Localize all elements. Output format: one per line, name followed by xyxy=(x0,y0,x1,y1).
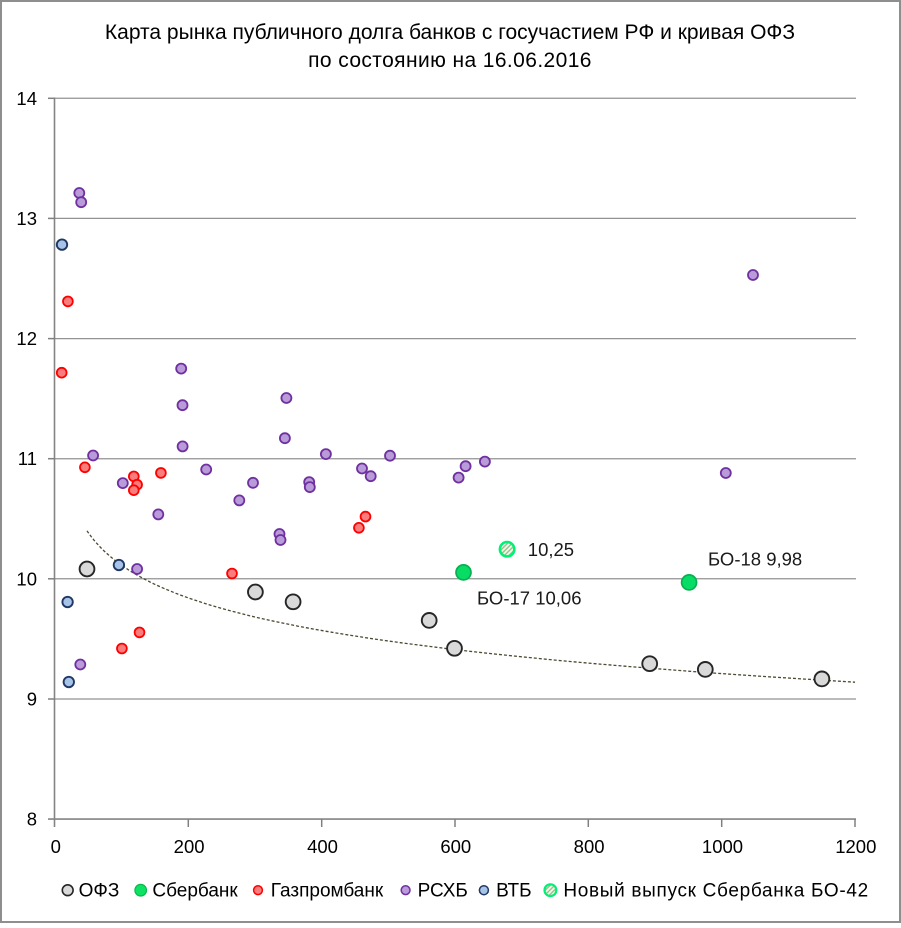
svg-text:600: 600 xyxy=(440,836,471,857)
svg-text:Газпромбанк: Газпромбанк xyxy=(271,880,384,901)
svg-text:0: 0 xyxy=(51,836,61,857)
svg-text:ВТБ: ВТБ xyxy=(496,880,531,901)
svg-text:14: 14 xyxy=(16,88,37,109)
svg-text:БО-17 10,06: БО-17 10,06 xyxy=(477,588,582,609)
svg-text:13: 13 xyxy=(16,208,37,229)
svg-text:БО-18 9,98: БО-18 9,98 xyxy=(708,549,802,570)
svg-text:12: 12 xyxy=(16,328,37,349)
svg-text:1000: 1000 xyxy=(702,836,743,857)
svg-text:10: 10 xyxy=(16,568,37,589)
svg-text:10,25: 10,25 xyxy=(528,539,574,560)
svg-text:ОФЗ: ОФЗ xyxy=(79,880,120,901)
svg-text:800: 800 xyxy=(574,836,605,857)
svg-text:Новый выпуск Сбербанка БО-42: Новый выпуск Сбербанка БО-42 xyxy=(563,880,869,901)
svg-text:8: 8 xyxy=(27,809,37,830)
svg-text:1200: 1200 xyxy=(835,836,876,857)
svg-text:РСХБ: РСХБ xyxy=(418,880,468,901)
svg-text:9: 9 xyxy=(27,689,37,710)
svg-text:Сбербанк: Сбербанк xyxy=(152,880,238,901)
svg-text:Карта рынка публичного долга б: Карта рынка публичного долга банков с го… xyxy=(105,21,795,44)
svg-text:200: 200 xyxy=(174,836,205,857)
svg-text:11: 11 xyxy=(18,448,37,469)
svg-text:400: 400 xyxy=(307,836,338,857)
svg-text:по состоянию на 16.06.2016: по состоянию на 16.06.2016 xyxy=(308,49,592,72)
